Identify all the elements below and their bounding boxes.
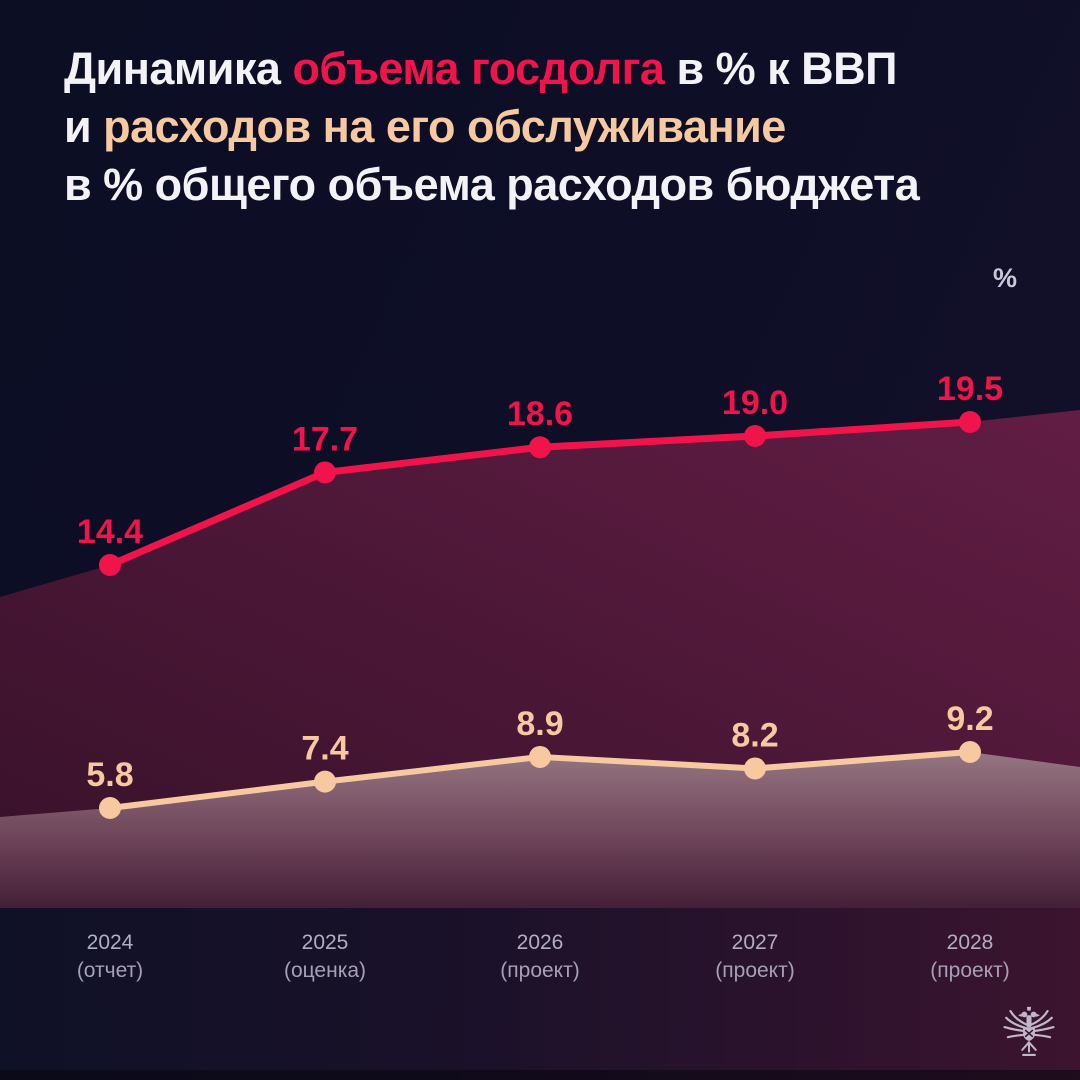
chart-layers: 14.4 17.7 18.6 19.0 19.5 5.8 7.4 8.9 8.2 9.2 2024 (…: [0, 370, 1080, 1080]
x-axis-label-status-0: (отчет): [77, 959, 143, 982]
title-line2-highlight-servicing: расходов на его обслуживание: [103, 101, 786, 152]
value-label-0-2: 18.6: [507, 395, 573, 433]
x-axis-label-year-1: 2025: [302, 931, 349, 954]
data-point-0-0: [99, 554, 121, 576]
title-line2-pre: и: [64, 101, 104, 152]
value-label-0-3: 19.0: [722, 384, 788, 422]
x-axis-label-year-4: 2028: [947, 931, 994, 954]
data-point-1-3: [744, 757, 766, 780]
x-axis-label-status-1: (оценка): [284, 959, 366, 982]
value-label-1-4: 9.2: [946, 700, 993, 738]
title-line1-highlight-debt: объема госдолга: [292, 43, 665, 94]
x-axis-label-status-2: (проект): [500, 959, 579, 982]
value-label-0-1: 17.7: [292, 420, 358, 458]
title-line3-text: в % общего объема расходов бюджета: [64, 159, 920, 210]
x-axis-label-status-4: (проект): [930, 959, 1009, 982]
data-point-0-2: [529, 436, 551, 459]
value-label-1-3: 8.2: [731, 716, 778, 754]
page-title: Динамика объема госдолга в % к ВВП и рас…: [64, 40, 1040, 214]
y-axis-unit-label: %: [992, 263, 1017, 293]
title-line1-post: в % к ВВП: [664, 43, 897, 94]
x-axis-label-year-2: 2026: [517, 931, 564, 954]
data-point-1-1: [314, 770, 336, 793]
data-point-1-2: [529, 745, 551, 768]
bottom-edge-strip: [0, 1070, 1080, 1080]
minfin-emblem-logo: [1003, 1006, 1055, 1056]
data-point-0-4: [959, 411, 981, 433]
data-point-0-3: [744, 425, 766, 448]
value-label-0-0: 14.4: [77, 513, 143, 551]
x-axis-band: [0, 908, 1080, 1080]
title-line1-pre: Динамика: [64, 43, 293, 94]
value-label-1-0: 5.8: [86, 756, 133, 794]
value-label-1-2: 8.9: [516, 705, 563, 743]
title-line-2: и расходов на его обслуживание: [64, 98, 1040, 156]
x-axis-label-year-0: 2024: [87, 931, 134, 954]
value-label-1-1: 7.4: [301, 730, 348, 768]
data-point-1-4: [959, 741, 981, 763]
data-point-1-0: [99, 797, 121, 819]
title-line-1: Динамика объема госдолга в % к ВВП: [64, 40, 1040, 98]
double-headed-eagle-icon: [1003, 1006, 1055, 1056]
x-axis-label-status-3: (проект): [715, 959, 794, 982]
title-line-3: в % общего объема расходов бюджета: [64, 156, 1040, 214]
value-label-0-4: 19.5: [937, 370, 1003, 408]
x-axis-label-year-3: 2027: [732, 931, 779, 954]
data-point-0-1: [314, 461, 336, 484]
